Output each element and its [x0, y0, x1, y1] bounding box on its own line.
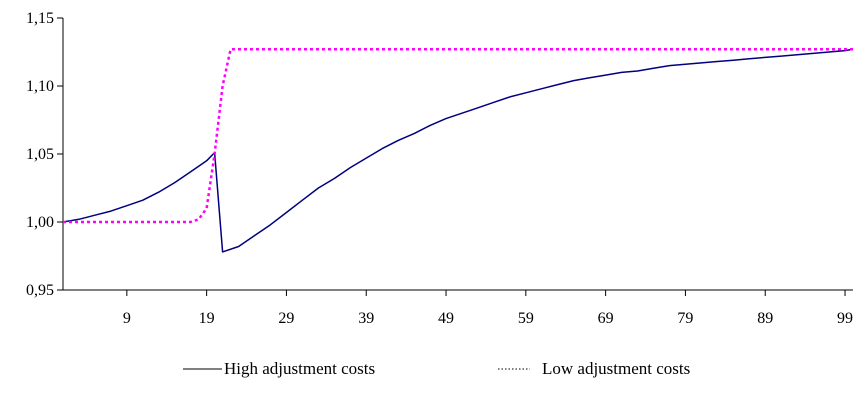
- y-tick-label: 1,15: [26, 10, 54, 27]
- legend: High adjustment costs Low adjustment cost…: [183, 359, 690, 378]
- legend-label-high: High adjustment costs: [224, 359, 375, 378]
- x-tick-label: 49: [438, 310, 454, 327]
- x-tick-label: 19: [199, 310, 215, 327]
- series-lines: [62, 48, 854, 253]
- x-tick-label: 69: [598, 310, 614, 327]
- x-axis: 9 19 29 39 49 59 69 79 89 99: [63, 289, 853, 327]
- x-tick-label: 29: [278, 310, 294, 327]
- x-tick-label: 9: [123, 310, 131, 327]
- y-tick-label: 1,10: [26, 78, 54, 95]
- y-axis: 0,95 1,00 1,05 1,10 1,15: [26, 10, 64, 299]
- series-line-high-adjustment-costs: [62, 48, 854, 253]
- y-tick-label: 0,95: [26, 282, 54, 299]
- legend-label-low: Low adjustment costs: [542, 359, 690, 378]
- x-tick-label: 79: [677, 310, 693, 327]
- x-tick-label: 39: [358, 310, 374, 327]
- x-tick-label: 89: [757, 310, 773, 327]
- y-tick-label: 1,00: [26, 214, 54, 231]
- x-tick-label: 59: [518, 310, 534, 327]
- x-tick-label: 99: [837, 310, 853, 327]
- series-line-low-adjustment-costs: [63, 48, 853, 224]
- y-tick-label: 1,05: [26, 146, 54, 163]
